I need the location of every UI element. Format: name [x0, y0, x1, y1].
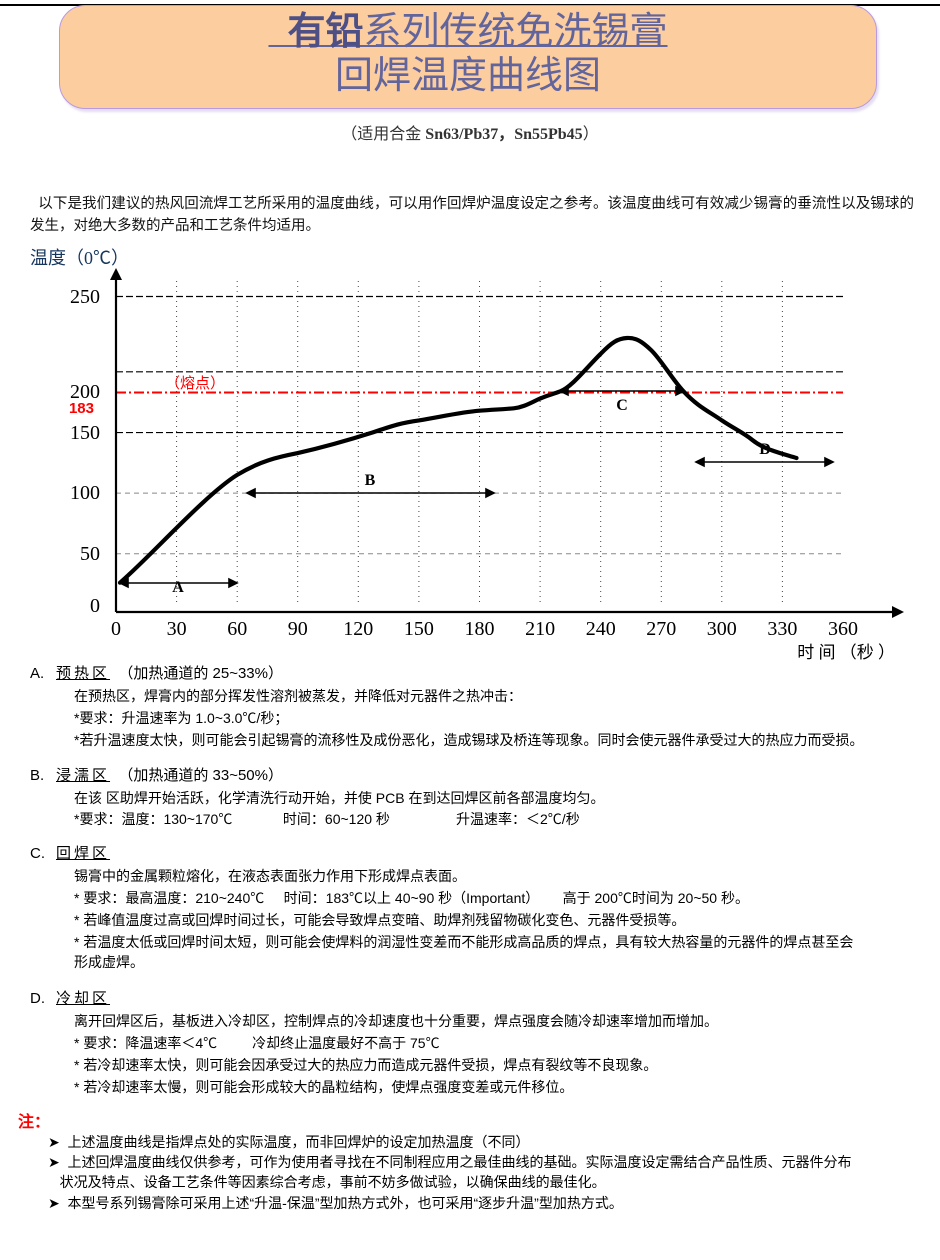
svg-text:A: A: [172, 579, 184, 596]
svg-text:330: 330: [767, 618, 797, 640]
svg-text:150: 150: [404, 618, 434, 640]
svg-text:100: 100: [70, 482, 100, 504]
svg-text:（熔点）: （熔点）: [165, 375, 225, 392]
svg-text:30: 30: [167, 618, 187, 640]
svg-text:250: 250: [70, 286, 100, 308]
svg-text:0: 0: [111, 618, 121, 640]
svg-text:360: 360: [828, 618, 858, 640]
svg-text:183: 183: [69, 400, 94, 417]
svg-text:C: C: [616, 397, 628, 414]
svg-text:300: 300: [707, 618, 737, 640]
svg-text:60: 60: [227, 618, 247, 640]
svg-text:0: 0: [90, 595, 100, 617]
svg-text:270: 270: [646, 618, 676, 640]
svg-text:240: 240: [586, 618, 616, 640]
svg-text:180: 180: [465, 618, 495, 640]
svg-text:150: 150: [70, 422, 100, 444]
svg-text:50: 50: [80, 543, 100, 565]
svg-text:D: D: [759, 441, 771, 458]
svg-text:210: 210: [525, 618, 555, 640]
svg-text:B: B: [365, 472, 376, 489]
svg-text:时 间 （秒 ）: 时 间 （秒 ）: [797, 643, 895, 662]
svg-text:90: 90: [288, 618, 308, 640]
svg-text:120: 120: [343, 618, 373, 640]
